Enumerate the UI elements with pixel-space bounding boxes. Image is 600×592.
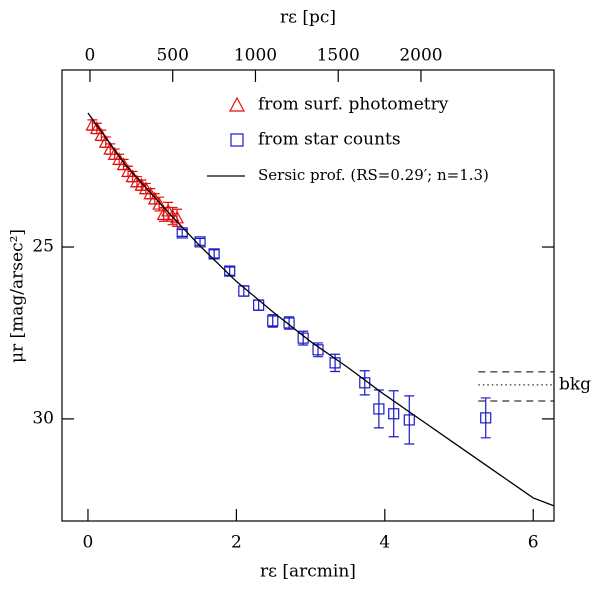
x2-tick-label: 2000: [399, 46, 442, 66]
point-square: [480, 412, 492, 424]
x-tick-label: 6: [528, 533, 539, 553]
point-square: [224, 265, 236, 277]
point-square: [403, 414, 415, 426]
point-square: [297, 332, 309, 344]
error-bar: [359, 370, 370, 396]
plot-frame: [61, 69, 555, 522]
x2-tick-label: 500: [156, 46, 188, 66]
error-bar: [388, 390, 399, 438]
x-tick-label: 4: [379, 533, 390, 553]
point-square: [359, 377, 371, 389]
error-bar: [267, 314, 278, 328]
error-bar: [177, 228, 188, 237]
background-label: bkg: [559, 374, 591, 394]
y-tick-label: 30: [32, 408, 54, 428]
legend-marker: [230, 133, 244, 147]
error-bar: [404, 395, 415, 445]
x2-tick-label: 1500: [317, 46, 360, 66]
error-bar: [373, 389, 384, 429]
y-axis-label: μr [mag/arsec²]: [8, 229, 28, 363]
point-triangle: [170, 210, 185, 224]
point-triangle: [116, 157, 131, 171]
x2-tick-label: 1000: [234, 46, 277, 66]
point-triangle: [152, 196, 167, 210]
point-square: [373, 403, 385, 415]
point-square: [267, 315, 279, 327]
legend-label: from surf. photometry: [258, 95, 449, 115]
x2-tick-label: 0: [85, 46, 96, 66]
legend-marker: [228, 96, 246, 112]
point-square: [388, 408, 400, 420]
error-bar: [253, 299, 264, 311]
x2-axis-label: rε [pc]: [280, 8, 336, 28]
error-bar: [284, 316, 295, 330]
error-bar: [209, 249, 220, 259]
point-square: [283, 317, 295, 329]
point-triangle: [89, 121, 104, 135]
model-line: [87, 112, 555, 507]
point-triangle: [161, 203, 176, 217]
x-tick-label: 0: [83, 533, 94, 553]
x-axis-label: rε [arcmin]: [260, 562, 356, 582]
legend-label: from star counts: [258, 130, 401, 150]
point-triangle: [147, 191, 162, 205]
error-bar: [480, 397, 491, 439]
legend-label: Sersic prof. (RS=0.29′; n=1.3): [258, 166, 489, 184]
x-tick-label: 2: [231, 533, 242, 553]
error-bar: [330, 353, 341, 373]
y-tick-label: 25: [32, 237, 54, 257]
